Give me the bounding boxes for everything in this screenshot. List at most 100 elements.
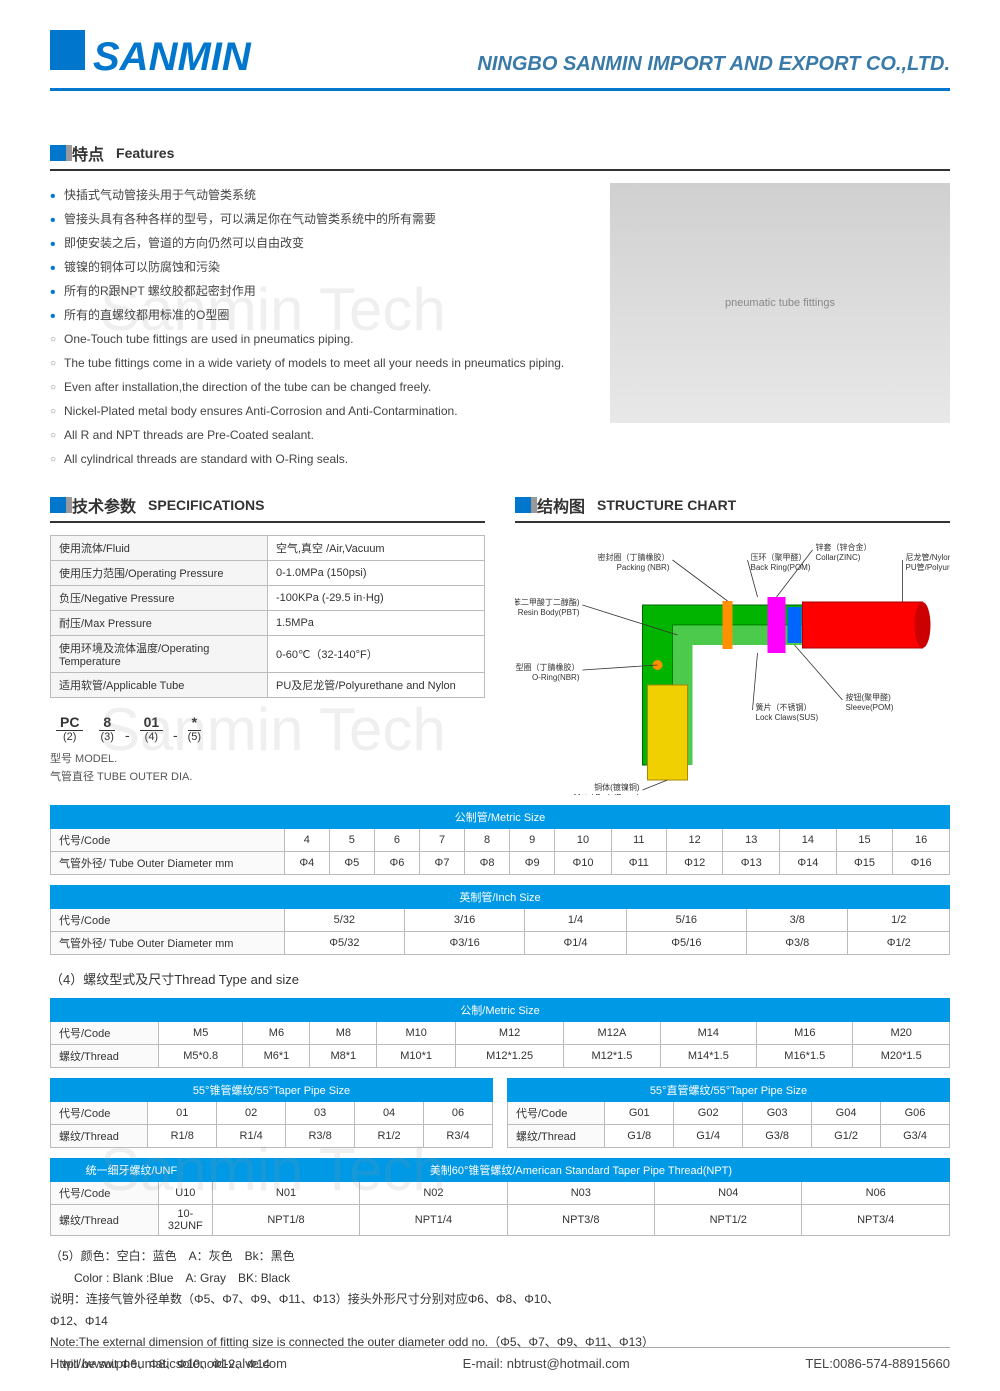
table-cell: Φ11 (611, 852, 666, 875)
feature-item-zh: 即使安装之后，管道的方向仍然可以自由改变 (50, 231, 590, 255)
table-row-label: 代号/Code (51, 1102, 148, 1125)
table-cell: M5*0.8 (158, 1045, 243, 1068)
model-part: PC(2) (56, 714, 83, 743)
table-cell: 5/16 (626, 909, 746, 932)
table-cell: Φ5/32 (284, 932, 404, 955)
spec-cell: 适用软管/Applicable Tube (51, 673, 268, 698)
table-row-label: 代号/Code (51, 1022, 159, 1045)
feature-item-zh: 所有的直螺纹都用标准的O型圈 (50, 303, 590, 327)
table-cell: M16 (757, 1022, 853, 1045)
table-cell: 7 (419, 829, 464, 852)
table-cell: U10 (158, 1182, 212, 1205)
table-cell: NPT3/8 (507, 1205, 654, 1236)
structure-diagram: 密封圈（丁腈橡胶）Packing (NBR)压环（聚甲醛）Back Ring(P… (515, 535, 950, 795)
taper55-right-table: 55°直管螺纹/55°Taper Pipe Size代号/CodeG01G02G… (507, 1078, 950, 1148)
table-cell: G03 (743, 1102, 812, 1125)
svg-text:Metal Body(Brass): Metal Body(Brass) (574, 793, 640, 795)
table-cell: R3/4 (424, 1125, 493, 1148)
table-row-label: 代号/Code (51, 909, 285, 932)
table-cell: Φ16 (893, 852, 950, 875)
feature-item-en: The tube fittings come in a wide variety… (50, 351, 590, 375)
table-cell: 04 (355, 1102, 424, 1125)
features-title-zh: 特点 (72, 141, 104, 165)
table-cell: N03 (507, 1182, 654, 1205)
table-cell: M16*1.5 (757, 1045, 853, 1068)
table-cell: G3/4 (881, 1125, 950, 1148)
model-part: *(5) (188, 714, 201, 743)
table-cell: Φ8 (465, 852, 510, 875)
table-cell: N06 (802, 1182, 950, 1205)
table-cell: 5/32 (284, 909, 404, 932)
metric-size-table: 公制管/Metric Size代号/Code456789101112131415… (50, 805, 950, 875)
feature-item-en: All R and NPT threads are Pre-Coated sea… (50, 423, 590, 447)
table-row-label: 气管外径/ Tube Outer Diameter mm (51, 852, 285, 875)
table-cell: Φ4 (284, 852, 329, 875)
table-row-label: 螺纹/Thread (508, 1125, 605, 1148)
svg-text:Packing (NBR): Packing (NBR) (617, 563, 670, 572)
table-cell: 1/4 (525, 909, 627, 932)
table-cell: M14 (660, 1022, 756, 1045)
table-cell: Φ9 (510, 852, 555, 875)
feature-item-zh: 所有的R跟NPT 螺纹胶都起密封作用 (50, 279, 590, 303)
table-cell: M12*1.5 (564, 1045, 660, 1068)
table-cell: 11 (611, 829, 666, 852)
table-cell: Φ10 (555, 852, 612, 875)
table-cell: 9 (510, 829, 555, 852)
svg-text:O-Ring(NBR): O-Ring(NBR) (532, 673, 580, 682)
model-label-1: 型号 MODEL. (50, 751, 485, 769)
table-cell: Φ5 (329, 852, 374, 875)
table-row-label: 代号/Code (51, 829, 285, 852)
specs-title: 技术参数 SPECIFICATIONS (50, 493, 485, 523)
specs-title-zh: 技术参数 (72, 493, 136, 517)
taper55-left-table: 55°锥管螺纹/55°Taper Pipe Size代号/Code0102030… (50, 1078, 493, 1148)
spec-cell: 耐压/Max Pressure (51, 611, 268, 636)
spec-cell: 1.5MPa (268, 611, 485, 636)
table-cell: N04 (655, 1182, 802, 1205)
table-cell: M20 (853, 1022, 950, 1045)
table-cell: 3/16 (404, 909, 524, 932)
table-cell: M12 (456, 1022, 564, 1045)
table-cell: 3/8 (746, 909, 848, 932)
table-cell: Φ12 (666, 852, 723, 875)
table-cell: 1/2 (848, 909, 950, 932)
table-cell: M12A (564, 1022, 660, 1045)
table-cell: 03 (286, 1102, 355, 1125)
spec-cell: 负压/Negative Pressure (51, 586, 268, 611)
table-cell: G04 (812, 1102, 881, 1125)
table-cell: M10 (377, 1022, 456, 1045)
table-cell: 14 (780, 829, 837, 852)
table-cell: 10 (555, 829, 612, 852)
table-cell: R1/4 (217, 1125, 286, 1148)
table-cell: G02 (674, 1102, 743, 1125)
svg-text:按钮(聚甲醛): 按钮(聚甲醛) (846, 692, 892, 702)
table-cell: G1/8 (605, 1125, 674, 1148)
feature-item-en: Nickel-Plated metal body ensures Anti-Co… (50, 399, 590, 423)
table-cell: M6 (243, 1022, 310, 1045)
table-cell: Φ1/4 (525, 932, 627, 955)
table-cell: 01 (148, 1102, 217, 1125)
model-code: PC(2) 8(3) - 01(4) - *(5) (50, 714, 485, 743)
table-cell: N02 (360, 1182, 507, 1205)
table-cell: 16 (893, 829, 950, 852)
specs-table: 使用流体/Fluid空气,真空 /Air,Vacuum使用压力范围/Operat… (50, 535, 485, 698)
table-cell: G3/8 (743, 1125, 812, 1148)
table-row-label: 代号/Code (51, 1182, 159, 1205)
table-cell: 13 (723, 829, 780, 852)
table-row-label: 代号/Code (508, 1102, 605, 1125)
feature-item-zh: 管接头具有各种各样的型号，可以满足你在气动管类系统中的所有需要 (50, 207, 590, 231)
table-cell: 6 (374, 829, 419, 852)
table-cell: M10*1 (377, 1045, 456, 1068)
table-cell: G06 (881, 1102, 950, 1125)
table-cell: 4 (284, 829, 329, 852)
svg-text:铜体(镀镍铜): 铜体(镀镍铜) (594, 782, 640, 792)
table-cell: 02 (217, 1102, 286, 1125)
spec-cell: 使用环境及流体温度/Operating Temperature (51, 636, 268, 673)
model-part: 8(3) (99, 714, 115, 743)
table-row-label: 螺纹/Thread (51, 1045, 159, 1068)
note-line: Color : Blank :Blue A: Gray BK: Black (50, 1268, 950, 1290)
structure-title: 结构图 STRUCTURE CHART (515, 493, 950, 523)
svg-text:簧片（不锈钢）: 簧片（不锈钢） (756, 702, 812, 712)
inch-size-table: 英制管/Inch Size代号/Code5/323/161/45/163/81/… (50, 885, 950, 955)
thread-section-title: （4）螺纹型式及尺寸Thread Type and size (50, 969, 950, 988)
spec-cell: PU及尼龙管/Polyurethane and Nylon (268, 673, 485, 698)
